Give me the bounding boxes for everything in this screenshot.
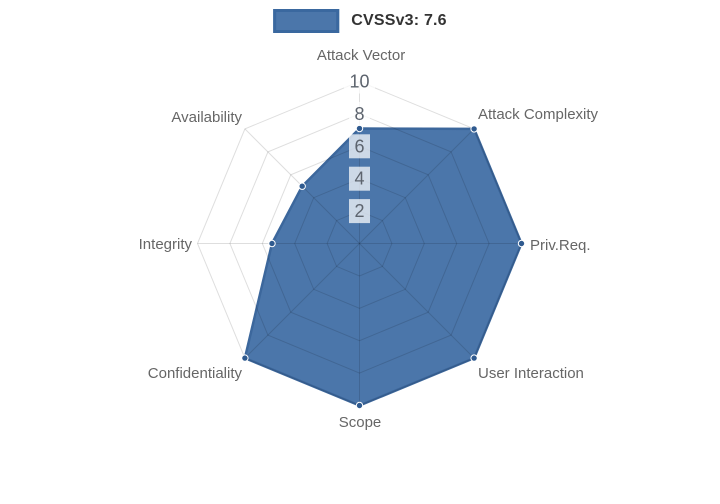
radar-tick-label: 10 (349, 72, 369, 92)
radar-tick-backdrop (349, 199, 370, 224)
radar-spoke (359, 243, 475, 359)
radar-grid-ring (261, 145, 458, 342)
legend-label[interactable]: CVSSv3: 7.6 (351, 12, 447, 29)
radar-tick-backdrop (349, 134, 370, 159)
chart-legend: CVSSv3: 7.6 (273, 9, 447, 33)
radar-point-marker (355, 124, 364, 133)
radar-point-marker (268, 239, 276, 248)
radar-axis-label-scope: Scope (339, 414, 382, 431)
radar-point-marker (241, 354, 249, 362)
radar-point-marker (470, 125, 478, 133)
radar-axis-label-priv-req: Priv.Req. (530, 237, 591, 254)
radar-grid-ring (326, 210, 393, 277)
radar-axis-label-integrity: Integrity (139, 236, 193, 253)
radar-tick-label: 6 (354, 136, 364, 156)
radar-axis-label-attack-complexity: Attack Complexity (478, 106, 599, 123)
radar-tick-backdrop (349, 166, 370, 191)
radar-axis-label-user-interaction: User Interaction (478, 365, 584, 382)
radar-axis-label-availability: Availability (171, 109, 242, 126)
radar-axis-label-confidentiality: Confidentiality (148, 365, 243, 382)
radar-point-marker (298, 182, 306, 190)
radar-point-marker (470, 354, 478, 362)
radar-grid-ring (229, 113, 490, 374)
radar-spoke (244, 243, 360, 359)
radar-tick-label: 8 (354, 104, 364, 124)
radar-point-marker (355, 401, 364, 410)
radar-tick-backdrop (344, 69, 375, 94)
radar-tick-backdrop (349, 101, 370, 126)
radar-grid-ring (294, 178, 425, 309)
legend-swatch[interactable] (273, 9, 340, 33)
radar-tick-label: 4 (354, 169, 364, 189)
radar-spoke (359, 128, 475, 244)
radar-point-marker (517, 239, 526, 248)
radar-axis-label-attack-vector: Attack Vector (317, 47, 405, 64)
radar-tick-label: 2 (354, 201, 364, 221)
